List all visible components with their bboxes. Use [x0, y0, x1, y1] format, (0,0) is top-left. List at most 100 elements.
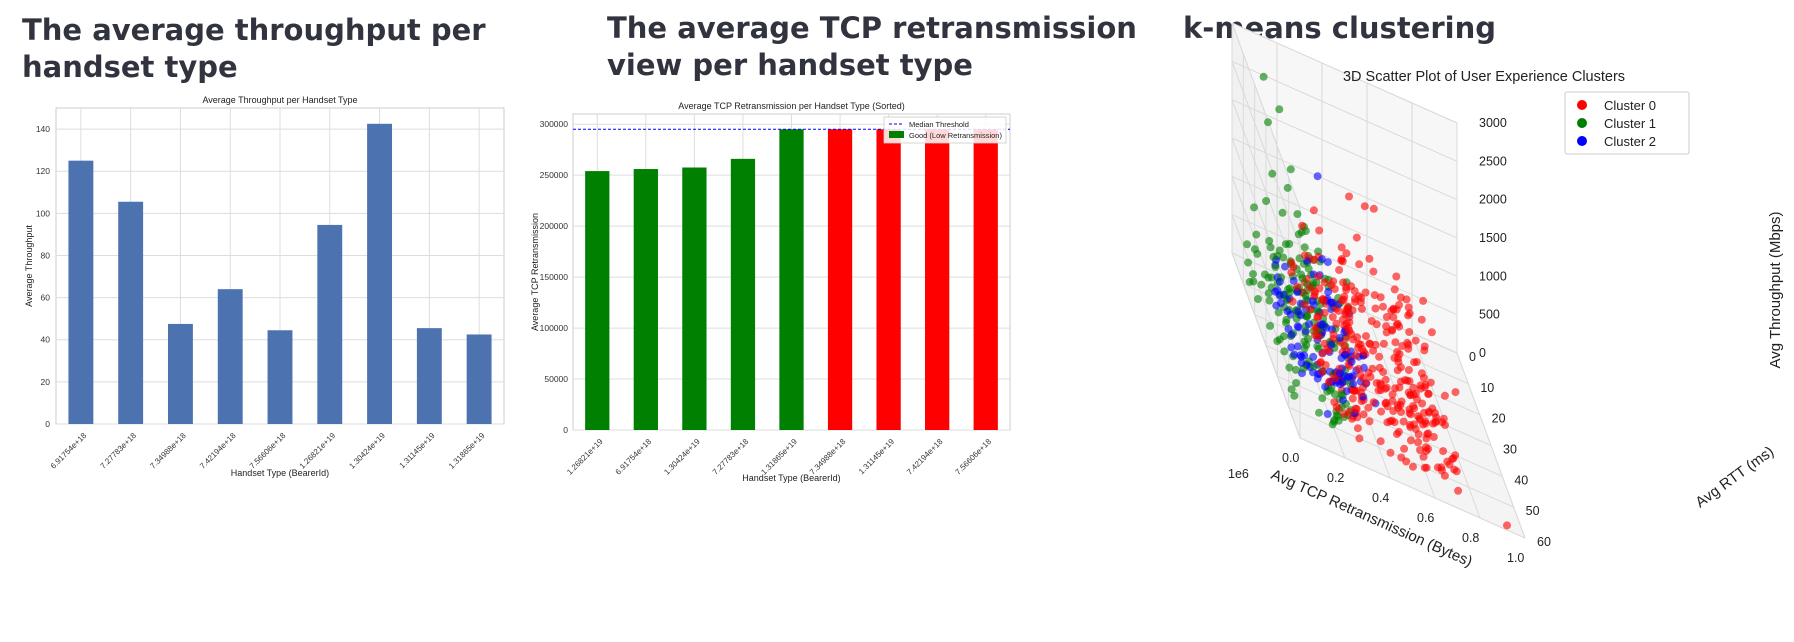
- scatter-point: [1416, 384, 1425, 393]
- scatter-point: [1354, 364, 1363, 373]
- z-tick-label: 500: [1479, 308, 1500, 322]
- scatter-point: [1354, 343, 1363, 352]
- scatter-point: [1405, 409, 1414, 418]
- y-tick-label: 200000: [540, 221, 569, 231]
- scatter-point: [1366, 372, 1375, 381]
- scatter-point: [1347, 357, 1356, 366]
- y-tick-label: 100: [36, 208, 50, 218]
- scatter-point: [1244, 258, 1253, 267]
- scatter-point: [1315, 226, 1324, 235]
- bar: [317, 224, 343, 424]
- scatter-point: [1365, 254, 1374, 263]
- scatter-point: [1344, 323, 1353, 332]
- y-tick-label: 40: [1514, 473, 1528, 487]
- scatter-point: [1360, 202, 1369, 211]
- scatter-point: [1362, 332, 1370, 341]
- scatter-point: [1337, 243, 1346, 252]
- scatter-point: [1274, 308, 1283, 317]
- scatter-point: [1271, 263, 1280, 271]
- scatter-point: [1405, 328, 1414, 336]
- scatter-point: [1335, 266, 1344, 274]
- bar: [466, 334, 492, 424]
- bar: [876, 129, 901, 430]
- x-tick-label: 0.2: [1327, 471, 1344, 485]
- bar: [118, 201, 144, 424]
- scatter-point: [1310, 331, 1319, 340]
- bar: [416, 328, 442, 424]
- legend-marker: [1577, 118, 1587, 128]
- scatter-point: [1284, 325, 1293, 333]
- scatter-point: [1300, 243, 1309, 252]
- scatter-point: [1335, 334, 1344, 342]
- scatter-point: [1318, 349, 1327, 358]
- scatter-point: [1315, 408, 1323, 417]
- bar: [217, 289, 243, 424]
- scatter-point: [1387, 325, 1396, 334]
- scatter-point: [1294, 230, 1303, 239]
- grid-left-z: [1231, 22, 1301, 209]
- scatter-point: [1352, 351, 1360, 360]
- x-tick-label: 0.6: [1417, 511, 1434, 525]
- scatter-point: [1273, 337, 1282, 346]
- scatter-point: [1419, 374, 1428, 382]
- scatter-point: [1300, 251, 1309, 260]
- x-tick-label: 7.42194e+18: [905, 437, 945, 477]
- scatter-point: [1411, 336, 1420, 345]
- bar: [585, 171, 610, 431]
- grid-back-z: [1231, 60, 1458, 162]
- panel-heading-throughput: The average throughput per handset type: [22, 13, 486, 84]
- y-tick-label: 20: [41, 377, 51, 387]
- scatter-point: [1340, 292, 1349, 301]
- tcp-bar-chart: 0 50000 100000 150000 200000 250000 300000 1.26…: [530, 101, 1011, 483]
- scatter-point: [1368, 364, 1377, 373]
- y-tick-label: 50: [1526, 504, 1540, 518]
- scatter-point: [1320, 308, 1329, 317]
- scatter-point: [1304, 320, 1313, 329]
- scatter-point: [1324, 378, 1333, 387]
- x-axis-label: Handset Type (BearerId): [231, 468, 329, 478]
- y-tick-label: 250000: [540, 170, 569, 180]
- scatter-point: [1396, 377, 1405, 386]
- x-tick-label: 0.4: [1372, 491, 1389, 505]
- legend-label: Cluster 0: [1604, 98, 1656, 113]
- grid-left-z: [1231, 61, 1301, 247]
- scatter-point: [1422, 463, 1431, 472]
- scatter-point: [1287, 343, 1296, 352]
- scatter-point: [1266, 321, 1275, 330]
- scatter-point: [1419, 420, 1428, 429]
- scatter-point: [1353, 424, 1362, 433]
- scatter-point: [1370, 291, 1379, 300]
- bar: [367, 123, 392, 425]
- scatter-point: [1321, 361, 1330, 370]
- scatter-point: [1331, 374, 1340, 383]
- scatter-point: [1328, 313, 1337, 321]
- scatter-point: [1273, 286, 1282, 295]
- bar: [267, 330, 293, 424]
- panel-heading-tcp: The average TCP retransmission view per …: [607, 11, 1137, 82]
- scatter-point: [1411, 425, 1420, 434]
- scatter-point: [1383, 418, 1392, 427]
- scatter-point: [1416, 446, 1425, 454]
- legend-marker: [1577, 136, 1587, 146]
- y-tick-label: 100000: [540, 323, 569, 333]
- bar: [68, 160, 94, 424]
- scatter-point: [1259, 72, 1268, 81]
- scatter-point: [1404, 303, 1413, 312]
- bar: [973, 129, 998, 430]
- scatter-point: [1275, 105, 1284, 114]
- scatter-point: [1351, 297, 1359, 306]
- scatter-point: [1383, 402, 1392, 411]
- scatter-point: [1337, 390, 1346, 399]
- scatter-point: [1391, 338, 1400, 347]
- bar: [682, 167, 707, 431]
- scatter-point: [1406, 436, 1415, 445]
- scatter-point: [1439, 447, 1448, 456]
- scatter-point: [1291, 365, 1300, 374]
- bar: [168, 323, 193, 424]
- scatter-point: [1414, 412, 1422, 421]
- scatter-point: [1318, 394, 1327, 403]
- scatter-point: [1414, 438, 1423, 447]
- scatter-point: [1275, 277, 1284, 286]
- z-axis-label: Avg Throughput (Mbps): [1767, 211, 1784, 368]
